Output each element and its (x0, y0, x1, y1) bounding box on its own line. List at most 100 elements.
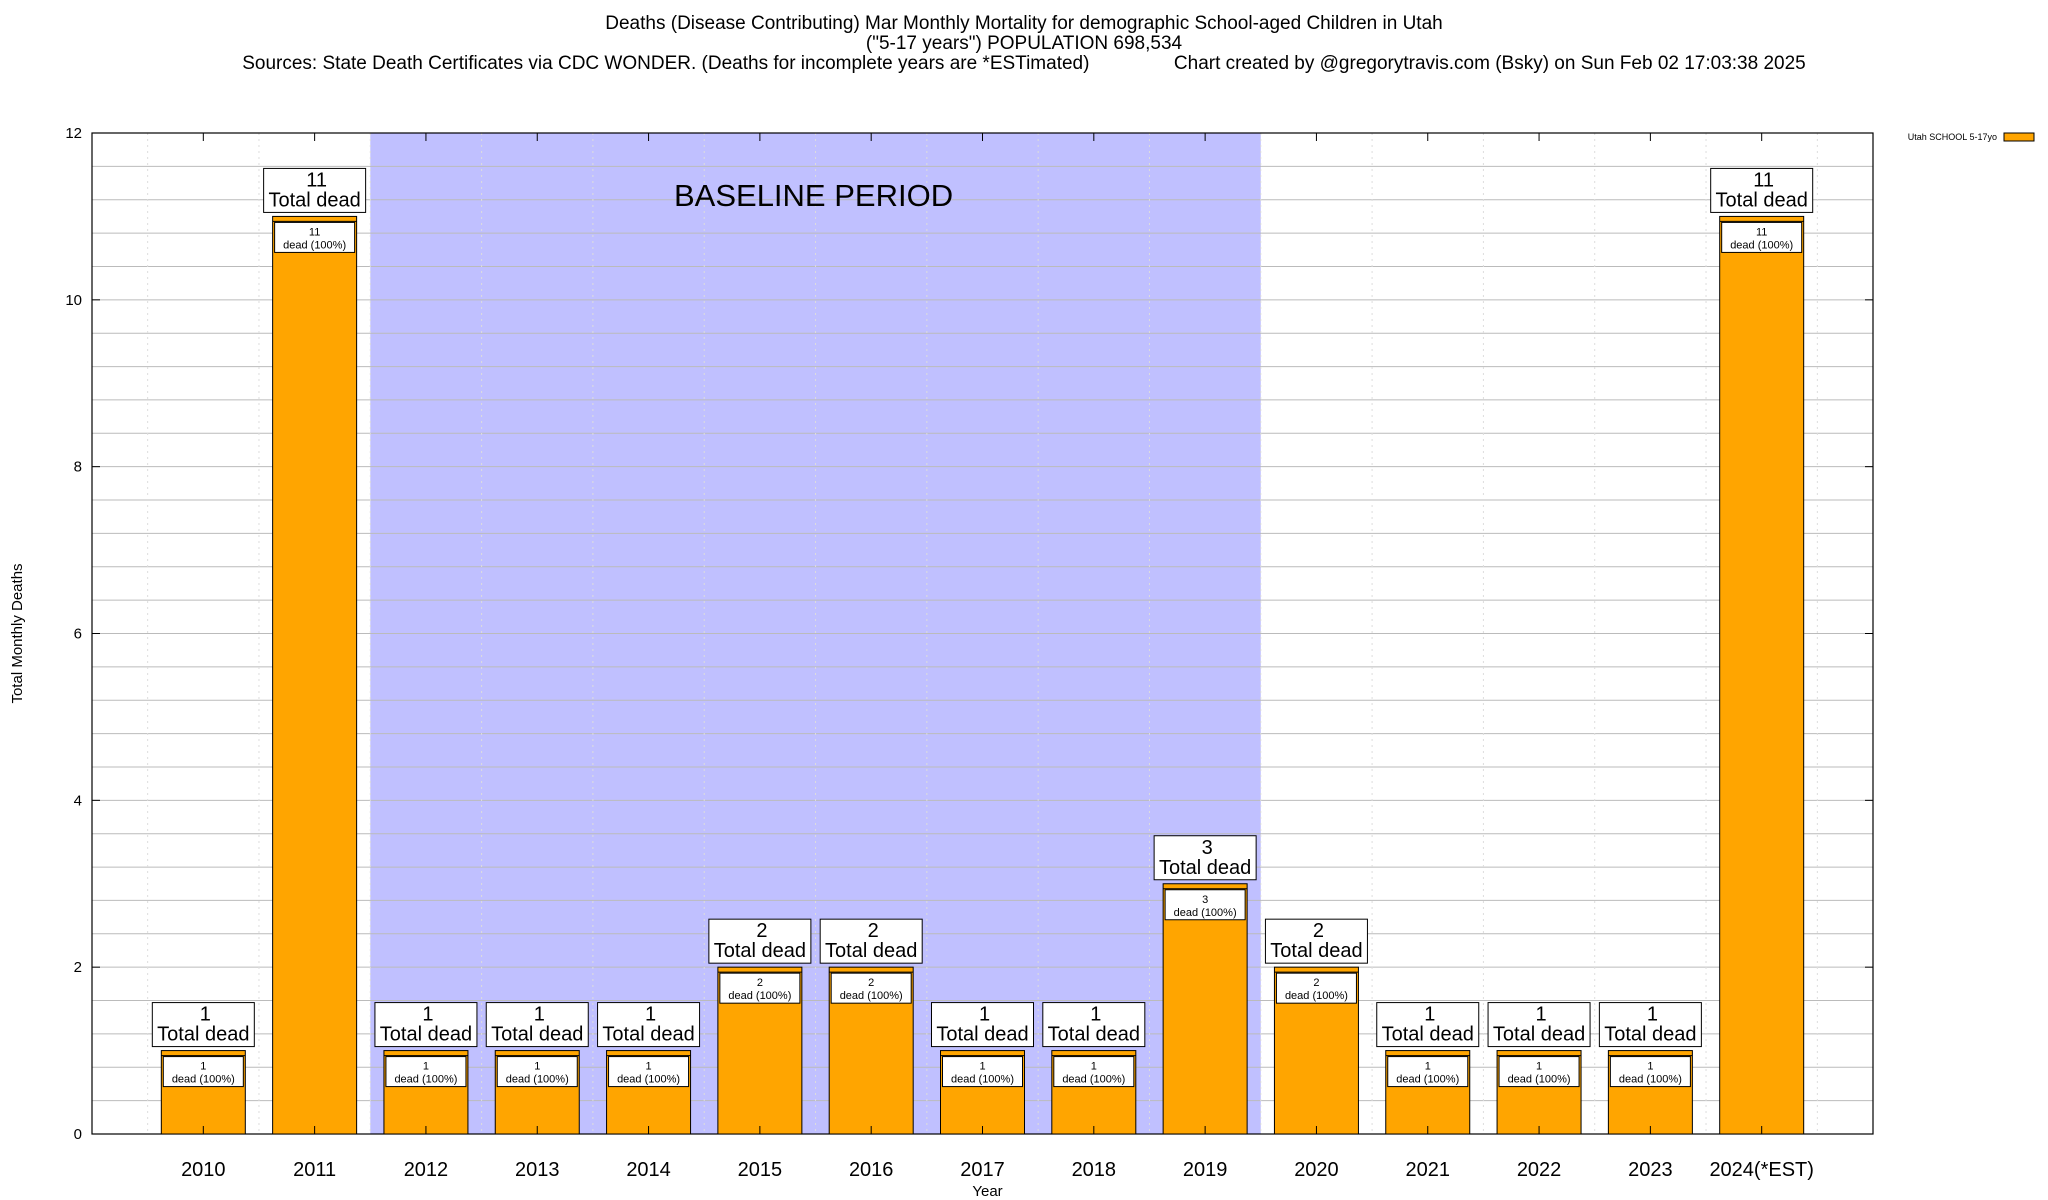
bar-total-label-box (708, 918, 812, 964)
bar-inner-label: dead (100%) (1396, 1074, 1459, 1086)
bar-total-label-box (1376, 1002, 1480, 1048)
bar-inner-value: 1 (1647, 1061, 1653, 1073)
bar-total-value: 1 (422, 1004, 433, 1026)
bar-total-label: Total dead (1382, 1024, 1474, 1046)
x-tick-label: 2010 (181, 1159, 226, 1181)
bar-total-value: 1 (1647, 1004, 1658, 1026)
bar-inner-value: 2 (757, 977, 763, 989)
x-tick-label: 2013 (515, 1159, 560, 1181)
bar-total-label-box (1264, 918, 1368, 964)
x-axis-label: Year (972, 1183, 1002, 1200)
x-tick-label: 2023 (1628, 1159, 1673, 1181)
bar-total-value: 2 (1313, 920, 1324, 942)
x-tick-label: 2015 (738, 1159, 783, 1181)
bar-2019 (1162, 883, 1248, 1135)
bar-inner-label: dead (100%) (394, 1074, 457, 1086)
bar-total-label-box (597, 1002, 701, 1048)
bar-total-value: 1 (1090, 1004, 1101, 1026)
x-tick-label: 2014 (626, 1159, 671, 1181)
x-tick-label: 2018 (1072, 1159, 1117, 1181)
x-tick-label: 2021 (1406, 1159, 1451, 1181)
bar-total-label-box (485, 1002, 589, 1048)
bar-total-value: 11 (1753, 169, 1774, 191)
bar-total-value: 1 (645, 1004, 656, 1026)
bar-inner-label-box (608, 1056, 690, 1088)
x-tick-label: 2020 (1294, 1159, 1339, 1181)
y-tick-label: 6 (74, 626, 82, 643)
bar-2024(*EST) (1719, 215, 1805, 1135)
bar-inner-label: dead (100%) (728, 990, 791, 1002)
bar-total-value: 11 (306, 169, 327, 191)
bar-inner-value: 1 (1091, 1061, 1097, 1073)
bar-total-label-box (819, 918, 923, 964)
bar-total-label: Total dead (1716, 189, 1808, 211)
bar-inner-label: dead (100%) (172, 1074, 235, 1086)
bar-total-label: Total dead (1604, 1024, 1696, 1046)
bar-total-label: Total dead (714, 940, 806, 962)
bar-inner-label-box (1721, 221, 1803, 253)
x-tick-label: 2016 (849, 1159, 894, 1181)
bar-inner-value: 1 (200, 1061, 206, 1073)
bar-inner-value: 1 (534, 1061, 540, 1073)
bar-inner-label: dead (100%) (1619, 1074, 1682, 1086)
x-tick-label: 2024(*EST) (1709, 1159, 1814, 1181)
bar-inner-value: 1 (979, 1061, 985, 1073)
bar-total-label: Total dead (1270, 940, 1362, 962)
bar-total-value: 1 (200, 1004, 211, 1026)
bar-inner-label-box (719, 972, 801, 1004)
chart-sources-line: Sources: State Death Certificates via CD… (0, 54, 2048, 74)
chart-credit: Chart created by @gregorytravis.com (Bsk… (1173, 53, 1806, 74)
bar-total-value: 1 (1424, 1004, 1435, 1026)
bar-inner-label-box (1275, 972, 1357, 1004)
x-tick-label: 2011 (293, 1159, 336, 1181)
y-axis-label: Total Monthly Deaths (9, 563, 26, 703)
bar-inner-label-box (496, 1056, 578, 1088)
bar-total-label-box (1487, 1002, 1591, 1048)
chart-subtitle: ("5-17 years") POPULATION 698,534 (865, 33, 1183, 54)
y-tick-label: 4 (74, 792, 82, 809)
bar-inner-label-box (162, 1056, 244, 1088)
bar-total-value: 3 (1202, 837, 1213, 859)
bar-total-value: 2 (868, 920, 879, 942)
bar-inner-label: dead (100%) (1285, 990, 1348, 1002)
bar-total-label: Total dead (380, 1024, 472, 1046)
bar-inner-label-box (1053, 1056, 1135, 1088)
bar-inner-value: 1 (423, 1061, 429, 1073)
bar-total-label: Total dead (1493, 1024, 1585, 1046)
bar-inner-value: 2 (868, 977, 874, 989)
chart-title: Deaths (Disease Contributing) Mar Monthl… (605, 13, 1443, 34)
y-tick-label: 2 (74, 959, 82, 976)
bar-total-label-box (374, 1002, 478, 1048)
bar-inner-label-box (1387, 1056, 1469, 1088)
bar-total-label-box (931, 1002, 1034, 1048)
x-tick-label: 2019 (1183, 1159, 1228, 1181)
bar-total-label: Total dead (268, 189, 360, 211)
bar-total-label-box (1153, 835, 1257, 881)
bar-total-label-box (263, 167, 367, 213)
bar-total-label: Total dead (1159, 857, 1251, 879)
chart-title-block: Deaths (Disease Contributing) Mar Monthl… (0, 14, 2048, 74)
bar-inner-value: 1 (1425, 1061, 1431, 1073)
bar-inner-label: dead (100%) (1062, 1074, 1125, 1086)
bar-total-label-box (1042, 1002, 1146, 1048)
bar-total-label: Total dead (157, 1024, 249, 1046)
bar-inner-label-box (1164, 889, 1246, 921)
y-tick-label: 0 (74, 1126, 82, 1143)
bar-inner-label: dead (100%) (840, 990, 903, 1002)
bar-2011 (272, 215, 358, 1135)
bar-total-value: 2 (756, 920, 767, 942)
bar-total-label: Total dead (1048, 1024, 1140, 1046)
baseline-period-label: BASELINE PERIOD (674, 178, 953, 213)
bar-inner-label-box (385, 1056, 467, 1088)
bar-total-label-box (1598, 1002, 1702, 1048)
bar-total-value: 1 (534, 1004, 545, 1026)
bar-inner-label-box (1609, 1056, 1691, 1088)
bar-total-value: 1 (1536, 1004, 1547, 1026)
bar-inner-label: dead (100%) (506, 1074, 569, 1086)
bar-inner-label-box (942, 1056, 1023, 1088)
bar-inner-label: dead (100%) (283, 239, 346, 251)
bar-inner-label: dead (100%) (1730, 239, 1793, 251)
y-tick-label: 8 (74, 459, 82, 476)
bar-inner-value: 11 (309, 226, 320, 238)
